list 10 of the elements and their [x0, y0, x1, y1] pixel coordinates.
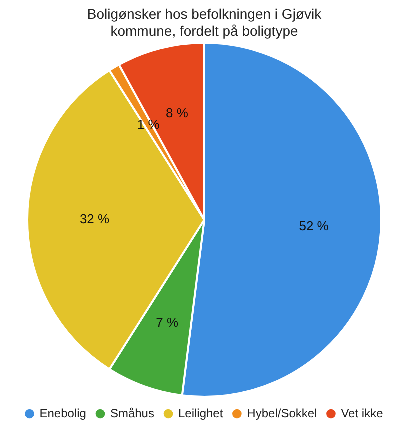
legend-label: Leilighet [178, 406, 224, 420]
data-label: 7 % [156, 314, 179, 330]
data-label: 32 % [80, 212, 110, 227]
chart-title: Boligønsker hos befolkningen i Gjøvik kommune, fordelt på boligtype [86, 6, 323, 40]
legend-label: Hybel/Sokkel [247, 406, 318, 420]
data-label: 52 % [299, 218, 330, 234]
legend-label: Småhus [110, 406, 154, 420]
data-label: 8 % [166, 105, 189, 120]
legend-label: Enebolig [40, 406, 86, 420]
legend-label: Vet ikke [341, 406, 384, 420]
